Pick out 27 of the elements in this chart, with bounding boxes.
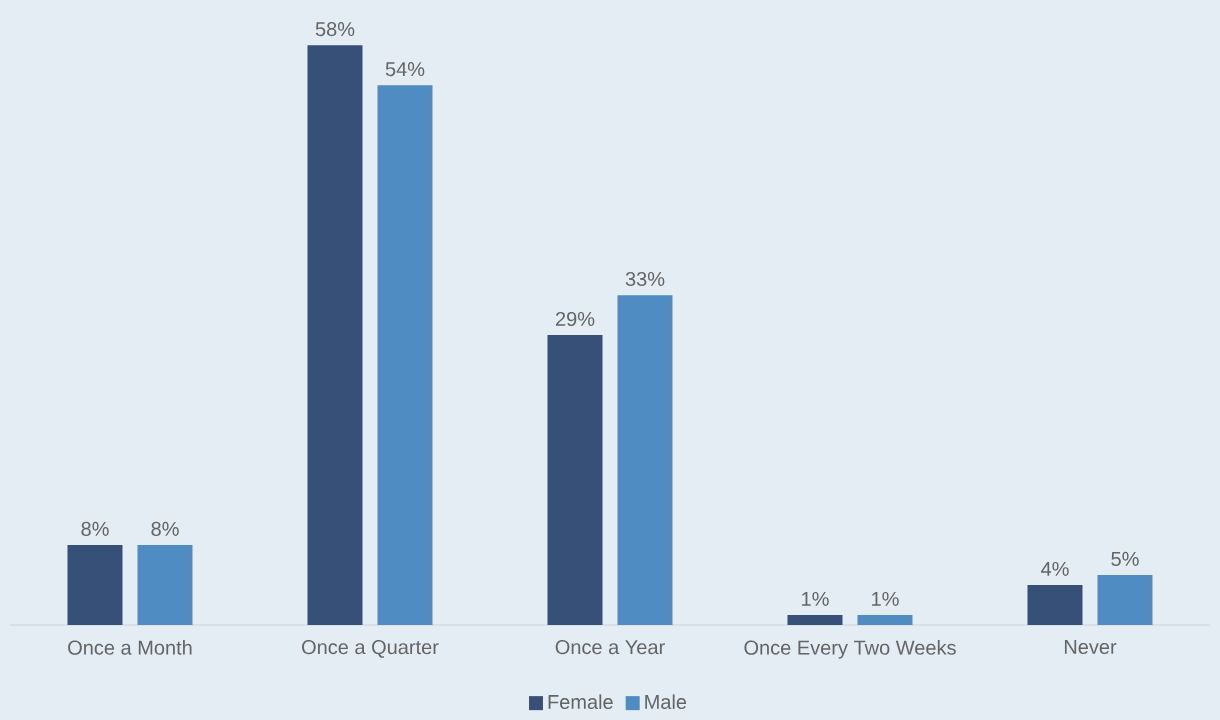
data-label: 8% — [81, 521, 109, 536]
bar — [1027, 585, 1083, 625]
x-tick-label: Never — [1064, 640, 1117, 655]
data-label: 54% — [385, 62, 425, 77]
bar — [547, 335, 603, 625]
x-tick-label: Once a Month — [68, 640, 192, 655]
legend-label: Female — [548, 694, 613, 710]
data-label: 1% — [872, 591, 899, 606]
x-tick-label: Once a Year — [555, 640, 665, 655]
data-label: 4% — [1041, 561, 1069, 576]
bar — [67, 545, 123, 625]
bar — [377, 85, 433, 625]
data-label: 33% — [625, 271, 665, 287]
legend-label: Male — [645, 694, 687, 710]
bar — [307, 45, 363, 625]
data-label: 8% — [151, 521, 179, 536]
data-label: 5% — [1111, 551, 1139, 566]
data-label: 1% — [802, 591, 829, 606]
data-label: 58% — [315, 22, 355, 37]
x-tick-label: Once a Quarter — [302, 640, 439, 658]
bar — [1097, 575, 1153, 625]
bar — [787, 615, 843, 625]
bar — [857, 615, 913, 625]
data-label: 29% — [556, 311, 595, 327]
bar — [617, 295, 673, 625]
bar — [137, 545, 193, 625]
x-tick-label: Once Every Two Weeks — [744, 640, 956, 659]
